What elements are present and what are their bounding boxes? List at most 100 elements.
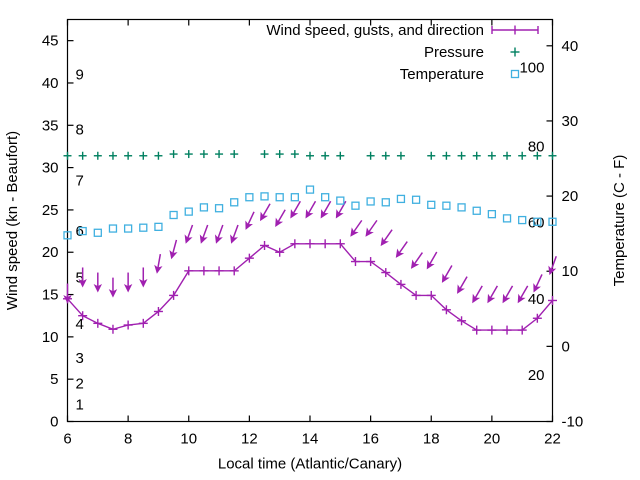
wind-direction-arrow [395,241,408,258]
temperature-marker [366,197,375,206]
wind-direction-arrow [350,219,363,237]
temperature-marker [230,198,239,207]
y2-tick-label-0: 0 [562,338,570,355]
temperature-marker [548,217,557,226]
wind-direction-arrow [93,272,103,293]
temperature-marker [93,228,102,237]
wind-direction-arrow [154,253,163,274]
wind-direction-arrow [63,283,72,304]
temperature-marker [199,203,209,212]
wind-direction-arrow [260,203,271,222]
wind-direction-arrow [487,285,499,304]
wind-direction-arrow [199,224,209,244]
y-tick-label-25: 25 [42,202,59,219]
y2-axis-title: Temperature (C - F) [611,155,628,287]
y-tick-label-15: 15 [42,287,59,304]
temperature-marker [214,204,224,213]
wind-direction-arrow [335,200,347,219]
x-tick-label-6: 6 [63,431,71,448]
y2-tick-label-40: 40 [562,38,579,55]
fahrenheit-label-100: 100 [519,60,544,77]
x-tick-label-14: 14 [302,431,319,448]
temperature-marker [411,195,421,204]
y2-tick-label-30: 30 [562,113,579,130]
temperature-marker [518,215,527,225]
wind-direction-arrow [365,219,378,237]
temperature-marker [351,201,360,210]
beaufort-label-8: 8 [76,122,84,139]
wind-direction-arrow [517,285,529,304]
wind-direction-arrow [457,276,468,294]
wind-direction-arrow [169,239,178,260]
y2-tick-label-20: 20 [562,188,579,205]
beaufort-label-9: 9 [76,67,84,84]
x-tick-label-18: 18 [423,431,440,448]
y-axis-title: Wind speed (kn - Beaufort) [4,131,21,310]
wind-direction-arrow [548,256,557,276]
temperature-marker [184,207,193,216]
beaufort-label-3: 3 [76,350,84,367]
wind-direction-arrow [78,267,87,288]
temperature-marker [442,201,451,210]
fahrenheit-label-40: 40 [528,291,545,308]
wind-direction-arrow [410,252,424,269]
x-axis-title: Local time (Atlantic/Canary) [218,456,402,473]
temperature-marker [427,200,436,209]
wind-direction-arrow [320,200,332,219]
x-tick-label-8: 8 [124,431,132,448]
wind-speed-line [66,243,554,331]
temperature-marker [472,206,481,215]
wind-direction-arrow [108,277,118,298]
wind-direction-arrow [123,272,133,293]
wind-direction-arrow [214,224,224,244]
y-tick-label-10: 10 [42,329,59,346]
fahrenheit-label-80: 80 [528,138,545,155]
beaufort-label-4: 4 [76,316,84,333]
beaufort-label-2: 2 [76,375,84,392]
temperature-marker [260,192,269,201]
y-tick-label-5: 5 [50,371,58,388]
y2-tick-label-10: 10 [562,263,579,280]
wind-direction-arrow [305,200,317,219]
temperature-marker [63,231,72,240]
wind-direction-arrow [275,209,286,228]
wind-direction-arrow [472,285,483,304]
beaufort-label-5: 5 [76,270,84,287]
y-tick-label-35: 35 [42,117,59,134]
temperature-marker [139,223,148,232]
temperature-marker [321,193,330,202]
x-tick-label-12: 12 [241,431,258,448]
y-tick-label-40: 40 [42,75,59,92]
temperature-marker [396,194,406,204]
y-tick-label-20: 20 [42,244,59,261]
wind-direction-arrow [230,224,239,244]
temperature-marker [245,193,254,202]
fahrenheit-label-60: 60 [528,215,545,232]
x-tick-label-20: 20 [484,431,501,448]
y-tick-label-45: 45 [42,33,59,50]
temperature-marker [487,210,497,219]
wind-direction-arrow [502,285,514,304]
x-tick-label-10: 10 [180,431,197,448]
temperature-marker [381,198,390,207]
x-tick-label-22: 22 [544,431,561,448]
temperature-marker [123,224,133,233]
y2-tick-label--10: -10 [562,414,584,431]
temperature-marker [336,196,345,205]
wind-direction-arrow [245,211,255,230]
x-tick-label-16: 16 [362,431,379,448]
temperature-marker [305,185,315,194]
fahrenheit-label-20: 20 [528,367,545,384]
wind-direction-arrow [290,200,301,219]
legend-label-1: Pressure [424,44,484,61]
temperature-marker [108,224,118,233]
beaufort-label-7: 7 [76,172,84,189]
y-tick-label-0: 0 [50,414,58,431]
temperature-marker [502,214,512,223]
temperature-marker [78,226,87,236]
legend-label-2: Temperature [400,66,484,83]
y-tick-label-30: 30 [42,160,59,177]
wind-direction-arrow [533,274,543,293]
temperature-marker [154,222,163,231]
